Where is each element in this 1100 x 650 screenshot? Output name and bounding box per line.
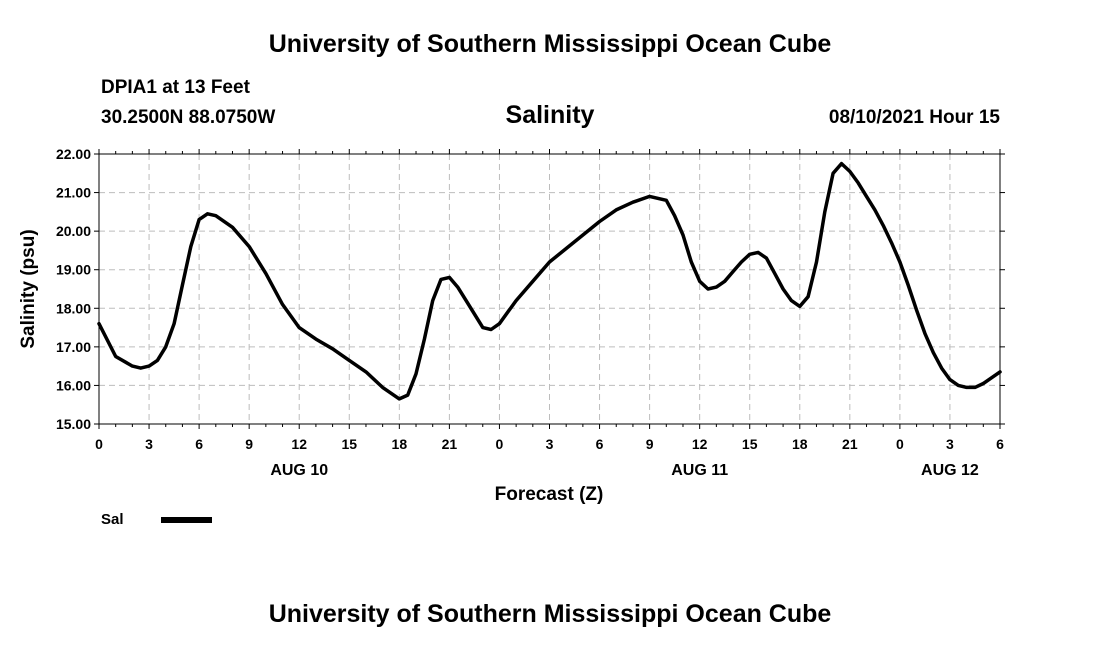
- x-tick-label: 6: [195, 436, 203, 452]
- station-label: DPIA1 at 13 Feet: [101, 77, 250, 98]
- day-label: AUG 10: [270, 462, 328, 479]
- x-tick-label: 6: [596, 436, 604, 452]
- x-tick-label: 3: [946, 436, 954, 452]
- x-tick-label: 6: [996, 436, 1004, 452]
- x-tick-label: 18: [392, 436, 408, 452]
- y-tick-label: 21.00: [56, 185, 91, 201]
- x-tick-label: 0: [896, 436, 904, 452]
- y-tick-label: 15.00: [56, 416, 91, 432]
- series-line-sal: [97, 161, 1002, 401]
- y-tick-label: 19.00: [56, 262, 91, 278]
- y-axis-label: Salinity (psu): [18, 229, 39, 348]
- x-tick-label: 15: [341, 436, 357, 452]
- plot-frame: [98, 153, 1001, 425]
- x-tick-label: 15: [742, 436, 758, 452]
- day-label: AUG 12: [921, 462, 979, 479]
- x-tick-label: 21: [442, 436, 458, 452]
- x-tick-label: 18: [792, 436, 808, 452]
- chart-tick-labels: 15.00 16.00 17.00 18.00 19.00 20.00 21.00 22.00…: [56, 146, 1004, 479]
- x-tick-label: 9: [646, 436, 654, 452]
- chart-title: Salinity: [505, 101, 595, 129]
- day-label: AUG 11: [671, 462, 728, 479]
- y-tick-label: 20.00: [56, 223, 91, 239]
- y-tick-label: 17.00: [56, 339, 91, 355]
- x-tick-label: 12: [291, 436, 307, 452]
- x-tick-label: 3: [145, 436, 153, 452]
- station-coordinates: 30.2500N 88.0750W: [101, 107, 276, 128]
- x-tick-label: 21: [842, 436, 858, 452]
- legend-label: Sal: [101, 511, 124, 528]
- x-tick-label: 0: [95, 436, 103, 452]
- y-tick-label: 18.00: [56, 300, 91, 316]
- x-tick-label: 3: [546, 436, 554, 452]
- x-tick-label: 9: [245, 436, 253, 452]
- x-tick-label: 0: [496, 436, 504, 452]
- x-axis-label: Forecast (Z): [495, 484, 604, 505]
- top-title: University of Southern Mississippi Ocean…: [268, 30, 832, 58]
- y-tick-label: 16.00: [56, 377, 91, 393]
- y-tick-label: 22.00: [56, 146, 91, 162]
- x-tick-label: 12: [692, 436, 708, 452]
- bottom-title: University of Southern Mississippi Ocean…: [268, 600, 832, 628]
- forecast-datetime: 08/10/2021 Hour 15: [828, 107, 1000, 128]
- chart-grid: [99, 154, 1000, 424]
- legend-swatch-sal: [161, 517, 212, 523]
